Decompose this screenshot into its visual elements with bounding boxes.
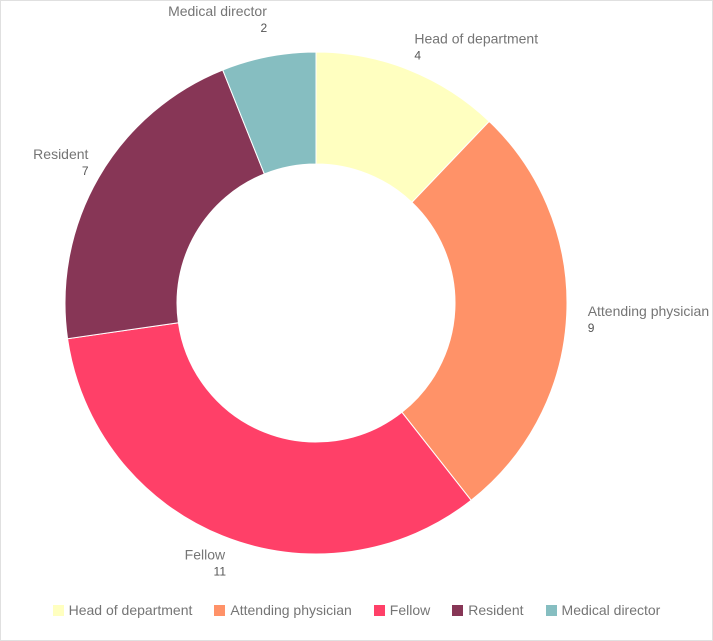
legend-swatch-medical-director [545,604,557,616]
legend-item-attending-physician[interactable]: Attending physician [214,602,352,618]
legend-label-fellow: Fellow [389,602,431,618]
legend-swatch-attending-physician [214,604,226,616]
slice-value-head-of-department: 4 [414,48,421,62]
legend-label-resident: Resident [468,602,524,618]
legend-item-medical-director[interactable]: Medical director [545,602,661,618]
legend-item-head-of-department[interactable]: Head of department [52,602,193,618]
slice-label-head-of-department: Head of department [414,30,538,46]
legend-item-resident[interactable]: Resident [452,602,524,618]
slice-attending-physician[interactable] [401,120,568,502]
chart-legend: Head of department Attending physician Fel… [1,602,712,618]
slice-label-resident: Resident [33,146,88,162]
legend-swatch-resident [452,604,464,616]
slice-medical-director[interactable] [222,51,317,175]
legend-item-fellow[interactable]: Fellow [373,602,431,618]
slice-fellow[interactable] [66,322,472,555]
slice-value-medical-director: 2 [261,21,268,35]
slice-value-attending-physician: 9 [588,321,595,335]
slice-resident[interactable] [64,69,265,340]
legend-swatch-fellow [373,604,385,616]
labels-layer: Head of department 4 Attending physician 9 F… [33,3,709,579]
legend-label-head-of-department: Head of department [68,602,193,618]
legend-label-medical-director: Medical director [561,602,661,618]
slice-value-resident: 7 [82,164,89,178]
slice-value-fellow: 11 [214,565,227,579]
slices-layer [64,51,568,555]
slice-label-fellow: Fellow [185,547,226,563]
slice-label-attending-physician: Attending physician [588,303,709,319]
legend-swatch-head-of-department [52,604,64,616]
legend-label-attending-physician: Attending physician [230,602,352,618]
slice-label-medical-director: Medical director [168,3,267,19]
